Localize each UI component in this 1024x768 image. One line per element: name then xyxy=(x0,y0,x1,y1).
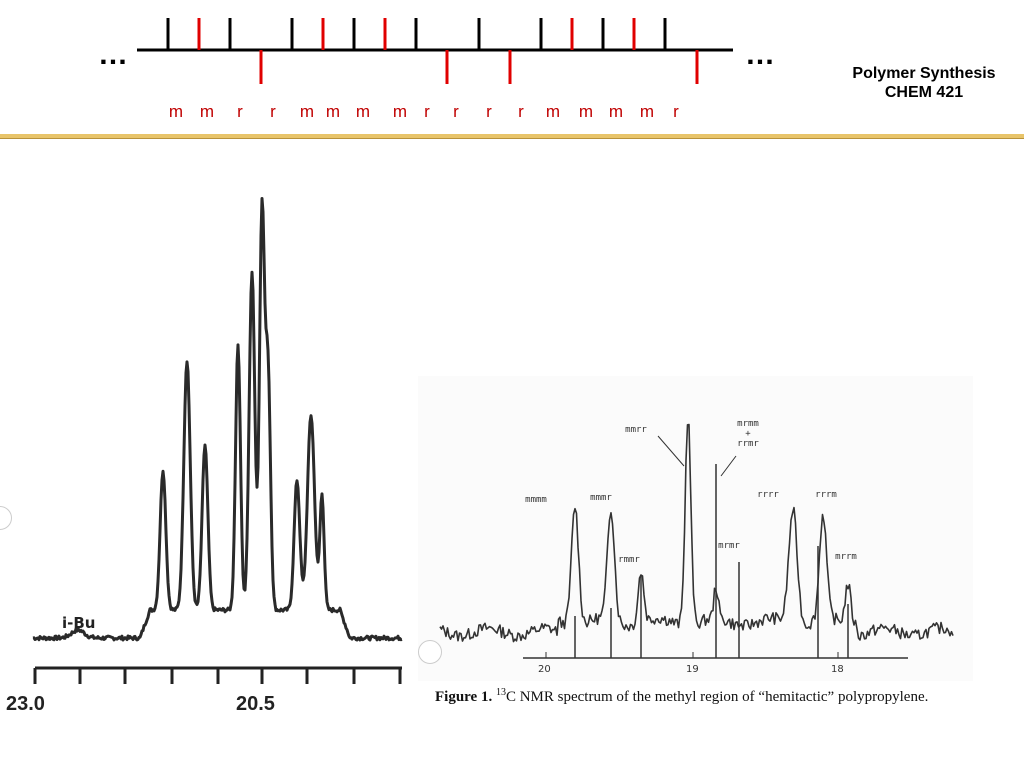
dyad-label: r xyxy=(270,102,276,121)
peak-label: rmmr xyxy=(618,555,640,565)
dyad-label: r xyxy=(486,102,492,121)
slide-edge-marker-right xyxy=(418,640,442,664)
course-code: CHEM 421 xyxy=(884,84,964,101)
ellipsis-right: … xyxy=(745,38,775,71)
dyad-label: m xyxy=(169,102,183,121)
arrow-mrmm xyxy=(720,455,737,477)
nmr-spectrum-right: 20 19 18 mmmm mmmr rmmr mmrr mrmm+rrmr mrmr rr… xyxy=(418,376,973,681)
dyad-label: m xyxy=(356,102,370,121)
spectrum-left-tick-label-1: 23.0 xyxy=(6,693,45,715)
spectrum-right-stick-lines xyxy=(574,464,849,658)
dyad-label: r xyxy=(237,102,243,121)
spectrum-left-tick-label-2: 20.5 xyxy=(236,693,275,715)
course-title: Polymer Synthesis xyxy=(852,65,996,82)
peak-label: rrrr xyxy=(757,490,779,500)
chain-ticks xyxy=(137,18,733,84)
dyad-label: r xyxy=(673,102,679,121)
peak-label: mmrr xyxy=(625,425,647,435)
peak-label: mmmr xyxy=(590,493,612,503)
spectrum-left-peak-label: i-Bu xyxy=(62,614,95,632)
dyad-label: m xyxy=(579,102,593,121)
spectrum-right-axis-ticks xyxy=(545,652,839,658)
dyad-label: m xyxy=(326,102,340,121)
dyad-label: r xyxy=(424,102,430,121)
spectrum-left-axis-ticks xyxy=(33,668,402,684)
arrow-mmrr xyxy=(657,435,685,467)
course-info: Polymer Synthesis CHEM 421 xyxy=(834,64,1014,102)
header-divider xyxy=(0,134,1024,138)
spectrum-right-trace xyxy=(439,423,954,643)
caption-text: C NMR spectrum of the methyl region of “… xyxy=(505,689,929,705)
dyad-label: m xyxy=(393,102,407,121)
header-divider-shadow xyxy=(0,138,1024,139)
dyad-label: m xyxy=(546,102,560,121)
caption-superscript: 13 xyxy=(495,687,506,698)
ellipsis-left: … xyxy=(98,38,128,71)
dyad-label: m xyxy=(640,102,654,121)
spectrum-right-tick-20: 20 xyxy=(538,664,551,675)
peak-label: mrmm xyxy=(737,419,759,429)
peak-label: rrrm xyxy=(815,490,837,500)
peak-label: rrmr xyxy=(737,439,759,449)
peak-label: mrrm xyxy=(835,552,857,562)
dyad-label: m xyxy=(200,102,214,121)
peak-label-plus: + xyxy=(745,429,751,439)
spectrum-right-peak-labels: mmmm mmmr rmmr mmrr mrmm+rrmr mrmr rrrr rrrm mrr… xyxy=(525,419,857,565)
figure-caption: Figure 1. 13C NMR spectrum of the methyl… xyxy=(435,684,975,706)
peak-label: mrmr xyxy=(718,541,740,551)
figure-label: Figure 1. xyxy=(435,689,493,705)
dyad-label: m xyxy=(300,102,314,121)
peak-label: mmmm xyxy=(525,495,547,505)
dyad-label: m xyxy=(609,102,623,121)
dyad-label: r xyxy=(518,102,524,121)
spectrum-left-trace xyxy=(32,197,403,642)
spectrum-right-tick-18: 18 xyxy=(831,664,844,675)
spectrum-right-tick-19: 19 xyxy=(686,664,699,675)
nmr-spectrum-left: i-Bu 23.0 20.5 xyxy=(6,197,403,715)
dyad-label: r xyxy=(453,102,459,121)
